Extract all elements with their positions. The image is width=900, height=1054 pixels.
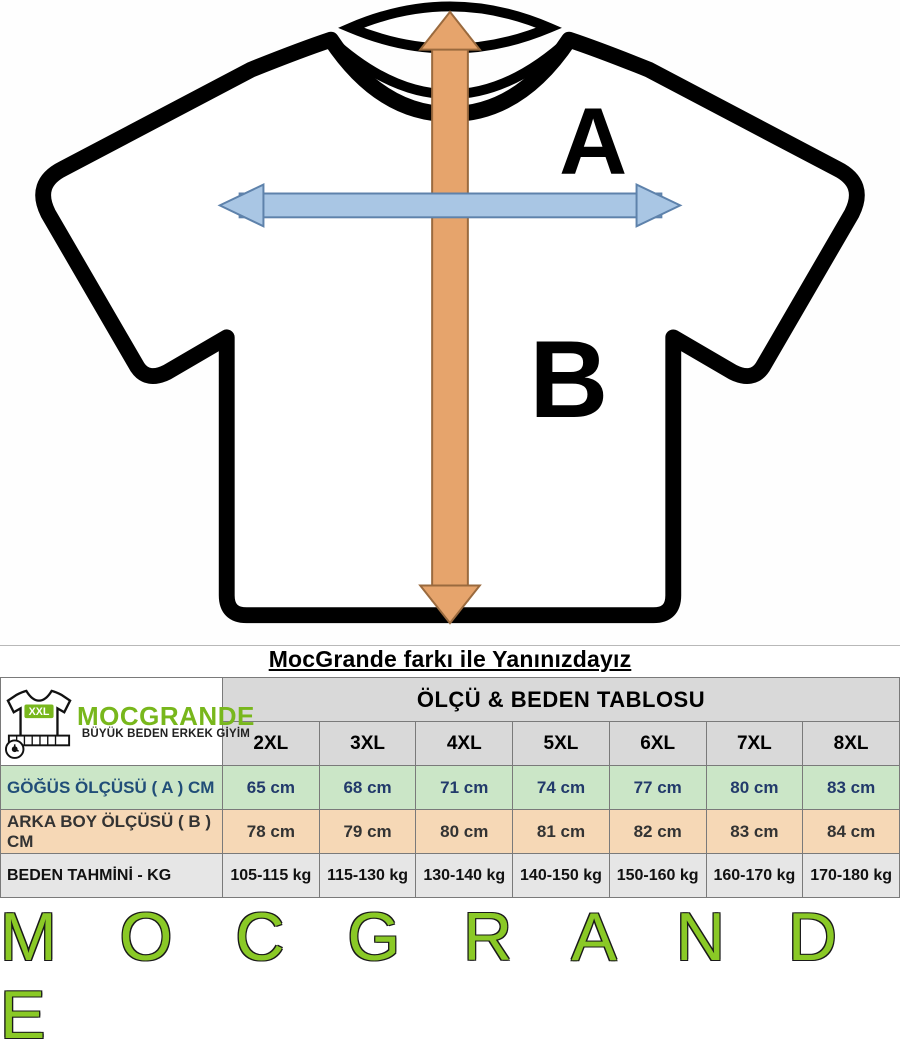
cell: 140-150 kg (513, 854, 610, 898)
subtitle: MocGrande farkı ile Yanınızdayız (0, 646, 900, 677)
cell: 65 cm (223, 766, 320, 810)
col-6xl: 6XL (609, 722, 706, 766)
cell: 82 cm (609, 810, 706, 854)
cell: 80 cm (416, 810, 513, 854)
size-table: XXL MOCGRANDE BÜYÜK BEDEN ERKE (0, 677, 900, 898)
col-7xl: 7XL (706, 722, 803, 766)
logo-tagline: BÜYÜK BEDEN ERKEK GİYİM (77, 729, 255, 741)
cell: 74 cm (513, 766, 610, 810)
row-label-b: ARKA BOY ÖLÇÜSÜ ( B ) CM (1, 810, 223, 854)
footer-brand: M O C G R A N D E (0, 898, 900, 1054)
cell: 105-115 kg (223, 854, 320, 898)
table-title: ÖLÇÜ & BEDEN TABLOSU (223, 678, 900, 722)
svg-text:XXL: XXL (29, 706, 50, 718)
cell: 83 cm (706, 810, 803, 854)
col-5xl: 5XL (513, 722, 610, 766)
tshirt-svg: A B (0, 0, 900, 645)
cell: 130-140 kg (416, 854, 513, 898)
tshirt-diagram: A B (0, 0, 900, 646)
cell: 170-180 kg (803, 854, 900, 898)
table-row: ARKA BOY ÖLÇÜSÜ ( B ) CM 78 cm 79 cm 80 … (1, 810, 900, 854)
col-8xl: 8XL (803, 722, 900, 766)
logo-cell: XXL MOCGRANDE BÜYÜK BEDEN ERKE (1, 678, 223, 766)
table-row: GÖĞÜS ÖLÇÜSÜ ( A ) CM 65 cm 68 cm 71 cm … (1, 766, 900, 810)
row-label-kg: BEDEN TAHMİNİ - KG (1, 854, 223, 898)
cell: 83 cm (803, 766, 900, 810)
col-4xl: 4XL (416, 722, 513, 766)
diagram-label-b: B (529, 319, 608, 441)
cell: 81 cm (513, 810, 610, 854)
table-row: BEDEN TAHMİNİ - KG 105-115 kg 115-130 kg… (1, 854, 900, 898)
logo-brand: MOCGRANDE (77, 703, 255, 729)
col-3xl: 3XL (319, 722, 416, 766)
cell: 115-130 kg (319, 854, 416, 898)
cell: 78 cm (223, 810, 320, 854)
cell: 80 cm (706, 766, 803, 810)
cell: 71 cm (416, 766, 513, 810)
row-label-a: GÖĞÜS ÖLÇÜSÜ ( A ) CM (1, 766, 223, 810)
cell: 160-170 kg (706, 854, 803, 898)
cell: 77 cm (609, 766, 706, 810)
cell: 84 cm (803, 810, 900, 854)
diagram-label-a: A (559, 89, 627, 194)
footer-brand-text: M O C G R A N D E (0, 898, 900, 1054)
cell: 150-160 kg (609, 854, 706, 898)
cell: 68 cm (319, 766, 416, 810)
logo-icon: XXL (5, 685, 73, 759)
cell: 79 cm (319, 810, 416, 854)
